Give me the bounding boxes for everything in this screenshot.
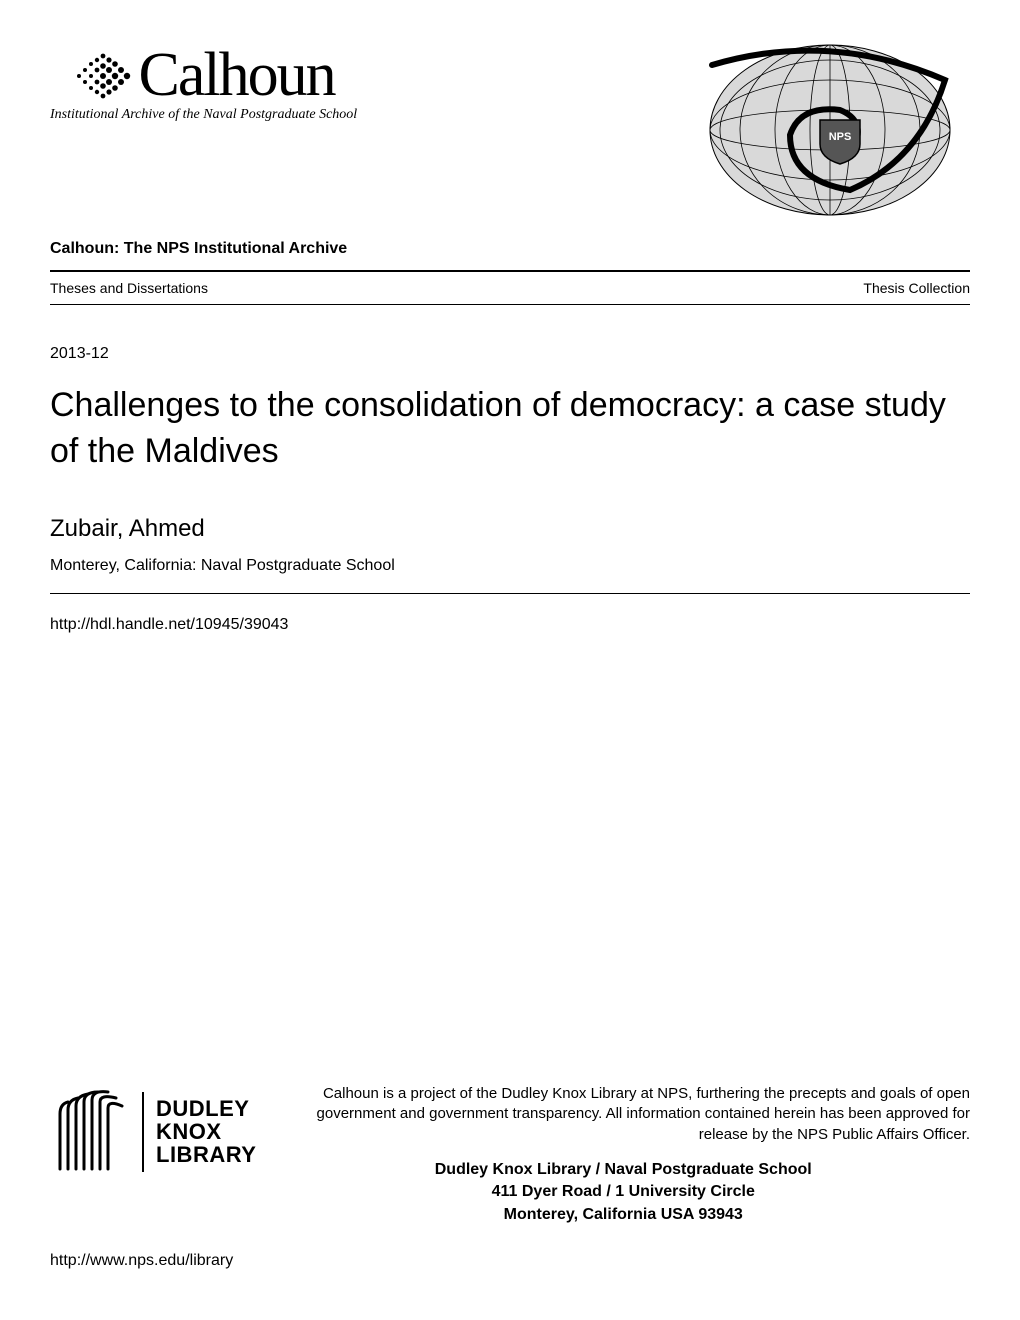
- dkl-logo: DUDLEY KNOX LIBRARY: [50, 1084, 256, 1179]
- dkl-line2: KNOX: [156, 1120, 256, 1143]
- collection-right: Thesis Collection: [863, 280, 970, 296]
- archive-label: Calhoun: The NPS Institutional Archive: [50, 240, 970, 258]
- footer-right: Calhoun is a project of the Dudley Knox …: [276, 1084, 970, 1226]
- dkl-line1: DUDLEY: [156, 1097, 256, 1120]
- footer: DUDLEY KNOX LIBRARY Calhoun is a project…: [50, 1084, 970, 1270]
- footer-address: Dudley Knox Library / Naval Postgraduate…: [276, 1159, 970, 1226]
- record-url[interactable]: http://hdl.handle.net/10945/39043: [50, 616, 970, 634]
- calhoun-logo-subtitle: Institutional Archive of the Naval Postg…: [50, 107, 357, 123]
- footer-url[interactable]: http://www.nps.edu/library: [50, 1252, 970, 1270]
- collection-left: Theses and Dissertations: [50, 280, 208, 296]
- address-line1: Dudley Knox Library / Naval Postgraduate…: [276, 1159, 970, 1181]
- nps-globe-icon: NPS: [690, 40, 970, 220]
- record-author: Zubair, Ahmed: [50, 515, 970, 543]
- footer-description: Calhoun is a project of the Dudley Knox …: [276, 1084, 970, 1145]
- calhoun-dots-icon: [73, 46, 133, 106]
- address-line3: Monterey, California USA 93943: [276, 1204, 970, 1226]
- divider-thick: [50, 270, 970, 272]
- collection-row: Theses and Dissertations Thesis Collecti…: [50, 280, 970, 296]
- calhoun-logo: Calhoun Institutional Archive of the Nav…: [50, 40, 357, 123]
- record-date: 2013-12: [50, 345, 970, 363]
- address-line2: 411 Dyer Road / 1 University Circle: [276, 1181, 970, 1203]
- calhoun-logo-text: Calhoun: [139, 40, 335, 111]
- header: Calhoun Institutional Archive of the Nav…: [50, 40, 970, 220]
- svg-text:NPS: NPS: [829, 131, 852, 143]
- footer-row: DUDLEY KNOX LIBRARY Calhoun is a project…: [50, 1084, 970, 1226]
- record-publisher: Monterey, California: Naval Postgraduate…: [50, 557, 970, 575]
- divider-thin-2: [50, 593, 970, 594]
- dkl-divider: [142, 1092, 144, 1172]
- book-fan-icon: [50, 1084, 130, 1179]
- record-title: Challenges to the consolidation of democ…: [50, 383, 970, 475]
- divider-thin-1: [50, 304, 970, 305]
- calhoun-mark: Calhoun: [73, 40, 335, 111]
- dkl-line3: LIBRARY: [156, 1143, 256, 1166]
- dkl-text: DUDLEY KNOX LIBRARY: [156, 1097, 256, 1166]
